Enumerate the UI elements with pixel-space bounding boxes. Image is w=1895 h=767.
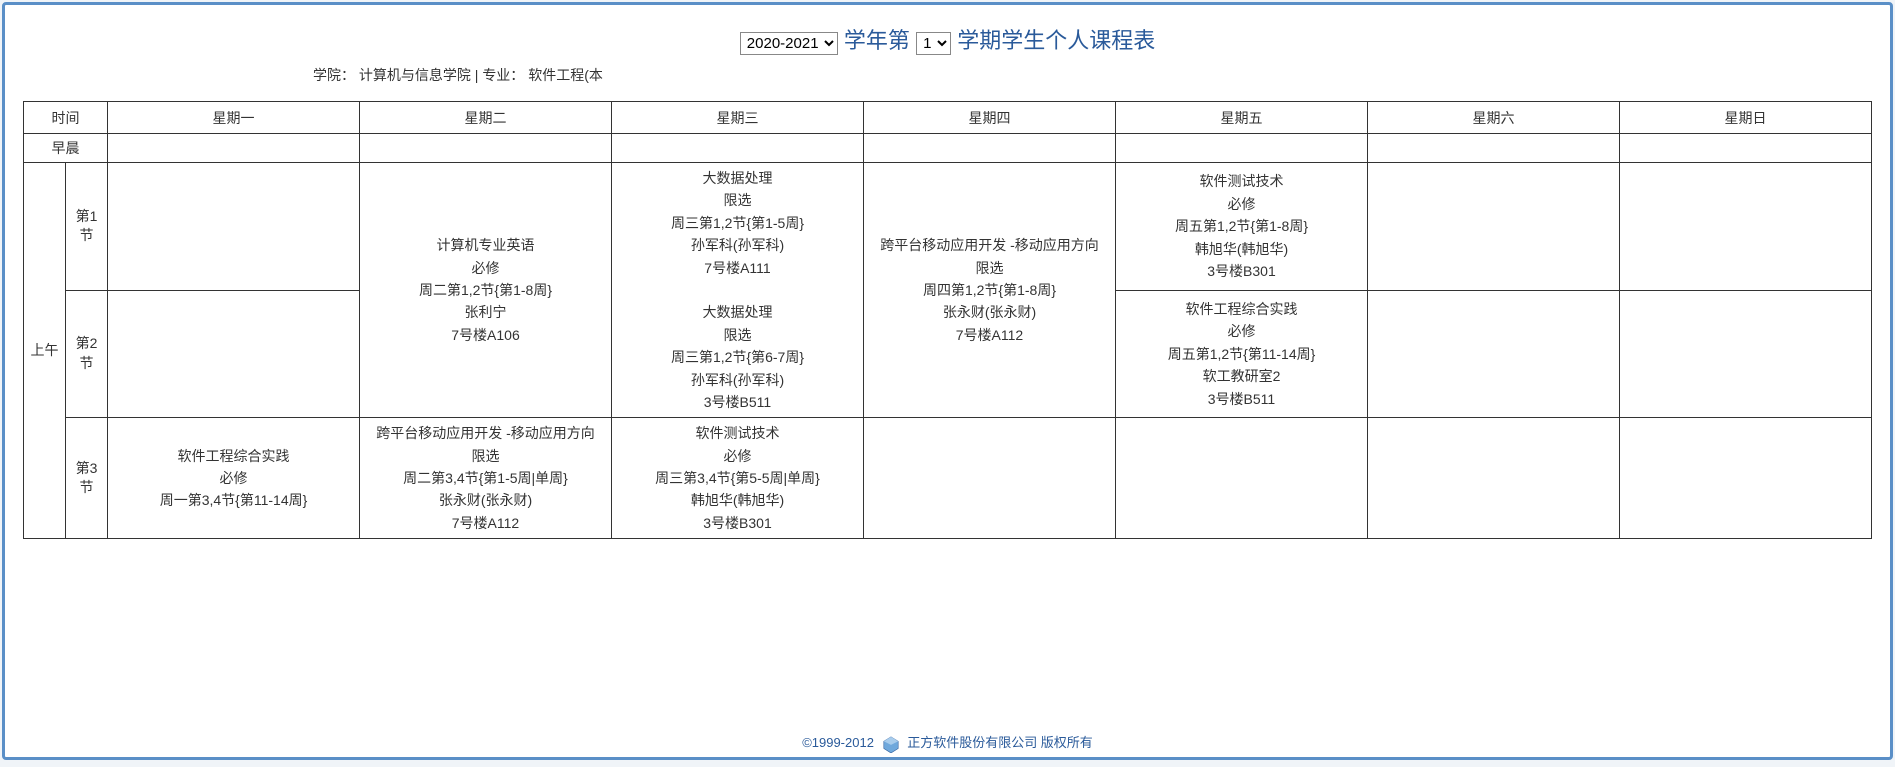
cell-empty	[1368, 134, 1620, 163]
cell-wed-p3: 软件测试技术 必修 周三第3,4节{第5-5周|单周} 韩旭华(韩旭华) 3号楼…	[612, 418, 864, 539]
header-day-sat: 星期六	[1368, 102, 1620, 134]
major-value: 软件工程(本	[528, 67, 603, 83]
course-block: 跨平台移动应用开发 -移动应用方向 限选 周四第1,2节{第1-8周} 张永财(…	[870, 234, 1109, 346]
cell-tue-p3: 跨平台移动应用开发 -移动应用方向 限选 周二第3,4节{第1-5周|单周} 张…	[360, 418, 612, 539]
period-3-text: 第3节	[76, 460, 98, 496]
course-block: 软件测试技术 必修 周五第1,2节{第1-8周} 韩旭华(韩旭华) 3号楼B30…	[1122, 170, 1361, 282]
course-block: 大数据处理 限选 周三第1,2节{第1-5周} 孙军科(孙军科) 7号楼A111…	[618, 167, 857, 413]
cell-tue-p12: 计算机专业英语 必修 周二第1,2节{第1-8周} 张利宁 7号楼A106	[360, 163, 612, 418]
row-period-1: 上午 第1节 计算机专业英语 必修 周二第1,2节{第1-8周} 张利宁 7号楼…	[24, 163, 1872, 291]
cell-mon-p2	[108, 290, 360, 418]
cell-empty	[612, 134, 864, 163]
period-3-label: 第3节	[66, 418, 108, 539]
cell-sat-p2	[1368, 290, 1620, 418]
am-label-text: 上午	[31, 342, 59, 358]
college-value: 计算机与信息学院	[359, 67, 471, 83]
period-2-text: 第2节	[76, 335, 98, 371]
cell-mon-p3: 软件工程综合实践 必修 周一第3,4节{第11-14周}	[108, 418, 360, 539]
cell-sun-p2	[1620, 290, 1872, 418]
cell-sun-p1	[1620, 163, 1872, 291]
early-morning-label: 早晨	[24, 134, 108, 163]
cell-fri-p3	[1116, 418, 1368, 539]
company-logo-icon	[882, 735, 900, 753]
period-2-label: 第2节	[66, 290, 108, 418]
cell-empty	[108, 134, 360, 163]
cell-empty	[864, 134, 1116, 163]
period-1-label: 第1节	[66, 163, 108, 291]
footer-company: 正方软件股份有限公司 版权所有	[907, 735, 1093, 750]
cell-thu-p3	[864, 418, 1116, 539]
cell-empty	[1116, 134, 1368, 163]
major-label: 专业：	[482, 67, 524, 83]
footer: ©1999-2012 正方软件股份有限公司 版权所有	[5, 732, 1890, 753]
header-day-fri: 星期五	[1116, 102, 1368, 134]
period-1-text: 第1节	[76, 208, 98, 244]
college-label: 学院：	[313, 67, 355, 83]
cell-fri-p1: 软件测试技术 必修 周五第1,2节{第1-8周} 韩旭华(韩旭华) 3号楼B30…	[1116, 163, 1368, 291]
header-time: 时间	[24, 102, 108, 134]
am-label: 上午	[24, 163, 66, 539]
header-day-thu: 星期四	[864, 102, 1116, 134]
row-early-morning: 早晨	[24, 134, 1872, 163]
cell-empty	[360, 134, 612, 163]
cell-fri-p2: 软件工程综合实践 必修 周五第1,2节{第11-14周} 软工教研室2 3号楼B…	[1116, 290, 1368, 418]
cell-empty	[1620, 134, 1872, 163]
course-block: 软件工程综合实践 必修 周一第3,4节{第11-14周}	[114, 445, 353, 512]
header-day-tue: 星期二	[360, 102, 612, 134]
course-block: 软件测试技术 必修 周三第3,4节{第5-5周|单周} 韩旭华(韩旭华) 3号楼…	[618, 422, 857, 534]
title-text-1: 学年第	[844, 28, 910, 53]
cell-wed-p12: 大数据处理 限选 周三第1,2节{第1-5周} 孙军科(孙军科) 7号楼A111…	[612, 163, 864, 418]
year-select[interactable]: 2020-2021	[740, 32, 838, 55]
header-row: 时间 星期一 星期二 星期三 星期四 星期五 星期六 星期日	[24, 102, 1872, 134]
cell-sat-p1	[1368, 163, 1620, 291]
course-block: 软件工程综合实践 必修 周五第1,2节{第11-14周} 软工教研室2 3号楼B…	[1122, 298, 1361, 410]
term-select[interactable]: 1	[916, 32, 951, 55]
student-info-row: 学院： 计算机与信息学院 | 专业： 软件工程(本	[313, 65, 1872, 85]
app-frame: 2020-2021 学年第 1 学期学生个人课程表 学院： 计算机与信息学院 |…	[2, 2, 1893, 760]
cell-mon-p1	[108, 163, 360, 291]
cell-thu-p12: 跨平台移动应用开发 -移动应用方向 限选 周四第1,2节{第1-8周} 张永财(…	[864, 163, 1116, 418]
cell-sun-p3	[1620, 418, 1872, 539]
schedule-table: 时间 星期一 星期二 星期三 星期四 星期五 星期六 星期日 早晨	[23, 101, 1872, 539]
page-title-row: 2020-2021 学年第 1 学期学生个人课程表	[23, 23, 1872, 55]
row-period-3: 第3节 软件工程综合实践 必修 周一第3,4节{第11-14周} 跨平台移动应用…	[24, 418, 1872, 539]
header-day-mon: 星期一	[108, 102, 360, 134]
footer-copyright: ©1999-2012	[802, 735, 874, 750]
course-block: 计算机专业英语 必修 周二第1,2节{第1-8周} 张利宁 7号楼A106	[366, 234, 605, 346]
header-day-sun: 星期日	[1620, 102, 1872, 134]
header-day-wed: 星期三	[612, 102, 864, 134]
cell-sat-p3	[1368, 418, 1620, 539]
content-area: 2020-2021 学年第 1 学期学生个人课程表 学院： 计算机与信息学院 |…	[5, 5, 1890, 725]
course-block: 跨平台移动应用开发 -移动应用方向 限选 周二第3,4节{第1-5周|单周} 张…	[366, 422, 605, 534]
title-text-2: 学期学生个人课程表	[957, 28, 1155, 53]
